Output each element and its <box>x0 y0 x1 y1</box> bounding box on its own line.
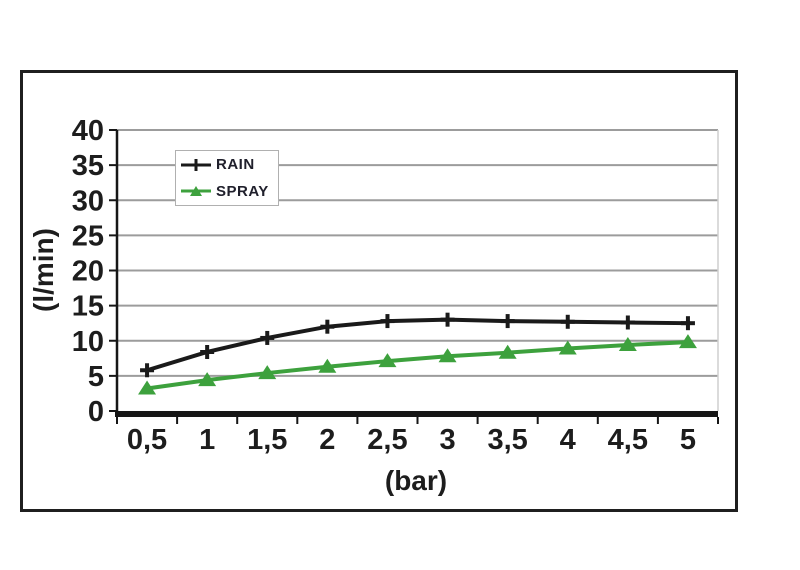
spray-marker <box>558 340 577 355</box>
spray-marker <box>378 353 397 368</box>
x-tick-label: 1,5 <box>247 424 287 456</box>
x-axis-title: (bar) <box>384 465 448 496</box>
x-tick-label: 2 <box>319 424 335 456</box>
y-tick-label: 20 <box>72 256 104 288</box>
x-tick-label: 3,5 <box>487 424 527 456</box>
legend-item-rain: RAIN <box>180 153 274 177</box>
spray-marker <box>138 380 157 395</box>
legend-label-spray: SPRAY <box>216 182 269 200</box>
rain-line-swatch <box>181 158 211 171</box>
spray-marker <box>198 372 217 387</box>
x-tick-label: 5 <box>680 424 696 456</box>
spray-line-swatch <box>181 186 211 197</box>
y-tick-label: 15 <box>72 291 104 323</box>
legend-label-rain: RAIN <box>216 156 255 174</box>
x-tick-label: 2,5 <box>367 424 407 456</box>
y-tick-label: 0 <box>88 396 104 428</box>
legend-item-spray: SPRAY <box>180 180 274 204</box>
y-tick-label: 40 <box>72 115 104 147</box>
y-tick-label: 5 <box>88 361 104 393</box>
x-tick-label: 3 <box>439 424 455 456</box>
x-tick-label: 0,5 <box>127 424 167 456</box>
y-axis-title: (l/min) <box>28 228 59 312</box>
y-tick-label: 10 <box>72 326 104 358</box>
spray-marker <box>318 358 337 373</box>
y-tick-label: 30 <box>72 185 104 217</box>
spray-marker <box>678 334 697 349</box>
spray-marker <box>498 344 517 359</box>
spray-marker <box>258 365 277 380</box>
x-tick-label: 1 <box>199 424 215 456</box>
spray-marker <box>618 336 637 351</box>
spray-series-line <box>146 340 689 391</box>
rain-series-line <box>146 317 688 373</box>
y-tick-label: 35 <box>72 150 104 182</box>
legend: RAIN SPRAY <box>175 150 279 206</box>
x-tick-label: 4 <box>560 424 576 456</box>
spray-triangle-marker-icon <box>190 186 202 197</box>
y-tick-label: 25 <box>72 220 104 252</box>
x-tick-label: 4,5 <box>608 424 648 456</box>
spray-marker <box>438 348 457 363</box>
figure-frame: 0 5 10 15 20 25 30 35 40 0,5 1 1,5 2 2,5 3 3,5 4 4,5 5 (l/… <box>20 70 738 512</box>
